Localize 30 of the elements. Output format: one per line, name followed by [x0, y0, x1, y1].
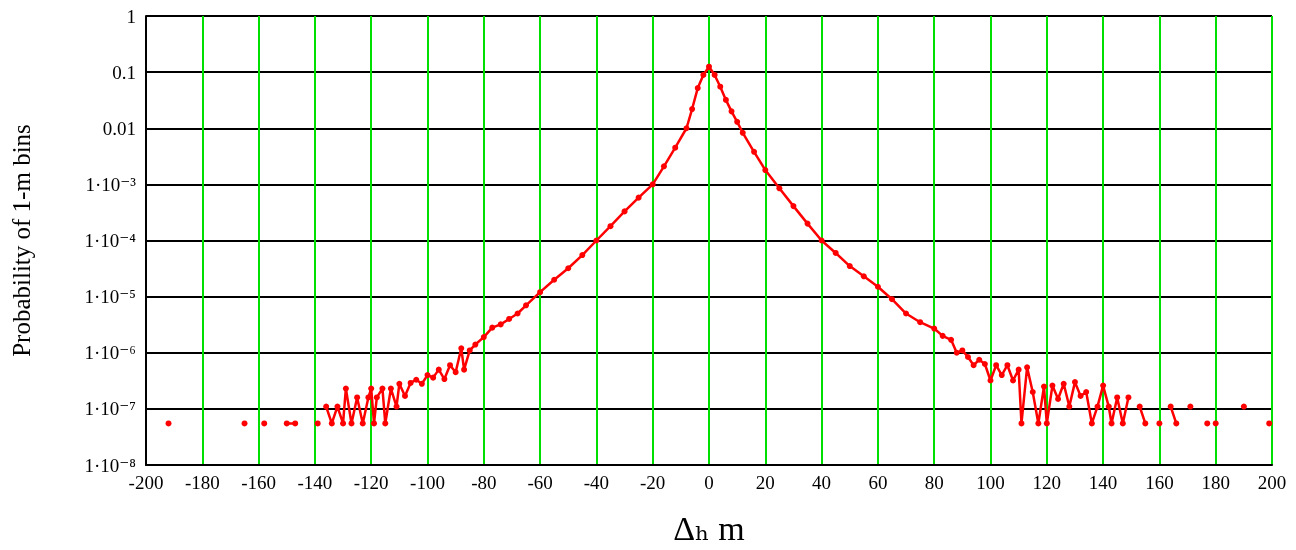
x-axis-title: Δₕ m — [673, 509, 745, 547]
y-tick-label: 1·10⁻⁶ — [84, 342, 136, 364]
x-tick-label: 100 — [976, 472, 1005, 493]
x-tick-label: 200 — [1257, 472, 1287, 493]
x-tick-label: -80 — [471, 472, 497, 493]
x-tick-label: -140 — [297, 472, 333, 493]
y-tick-label: 0.1 — [112, 61, 136, 83]
x-tick-label: 20 — [755, 472, 775, 493]
x-tick-label: -180 — [184, 472, 220, 493]
x-tick-label: -100 — [410, 472, 445, 493]
y-tick-label: 1·10⁻⁴ — [84, 230, 137, 251]
x-tick-label: 120 — [1032, 472, 1062, 493]
y-tick-label: 1 — [126, 5, 136, 27]
x-tick-label: 0 — [704, 472, 714, 493]
x-tick-label: 180 — [1201, 472, 1230, 493]
x-tick-label: 80 — [924, 472, 944, 493]
x-tick-label: -40 — [583, 472, 610, 493]
x-tick-label: 40 — [812, 472, 832, 493]
x-tick-label: -120 — [353, 472, 389, 493]
y-tick-label: 1·10⁻⁵ — [84, 286, 136, 308]
y-tick-label: 1·10⁻³ — [85, 173, 137, 195]
y-tick-label: 1·10⁻⁷ — [84, 398, 136, 420]
x-tick-label: -20 — [640, 472, 666, 493]
x-tick-label: 160 — [1145, 472, 1174, 493]
x-tick-label: 60 — [868, 472, 888, 493]
x-tick-label: -60 — [527, 472, 553, 493]
y-tick-label: 0.01 — [102, 117, 136, 139]
y-axis-title: Probability of 1-m bins — [8, 124, 35, 357]
x-tick-label: -160 — [241, 472, 277, 493]
x-tick-label: 140 — [1088, 472, 1118, 493]
